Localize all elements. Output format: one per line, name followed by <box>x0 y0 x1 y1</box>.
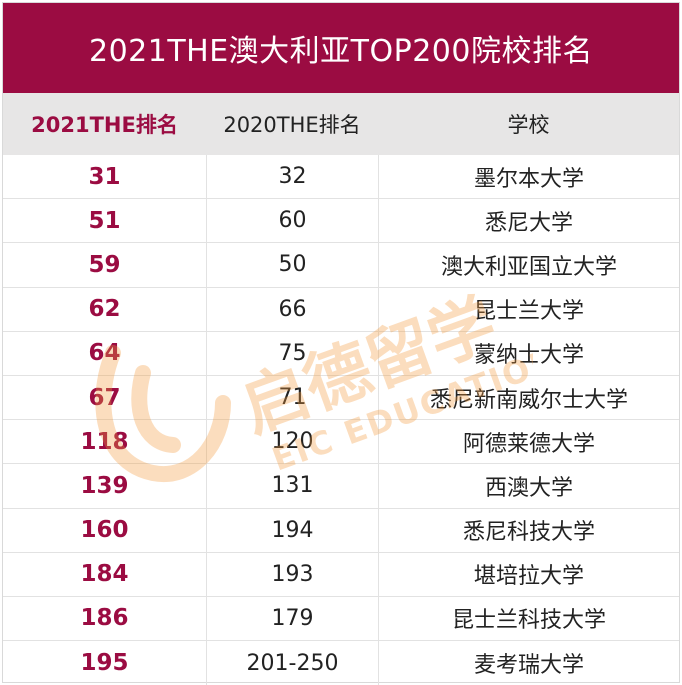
cell-rank-2020: 120 <box>206 420 378 464</box>
cell-school: 澳大利亚国立大学 <box>378 243 679 287</box>
table-row: 184 193 堪培拉大学 <box>3 552 679 597</box>
table-row: 160 194 悉尼科技大学 <box>3 508 679 553</box>
cell-school: 昆士兰科技大学 <box>378 596 679 641</box>
cell-rank-2020: 71 <box>206 375 378 420</box>
cell-rank-2021: 118 <box>80 428 129 455</box>
table-row: 118 120 阿德莱德大学 <box>3 420 679 465</box>
table-body: 31 32 墨尔本大学 51 60 悉尼大学 59 50 澳大利亚国立大学 62… <box>3 155 679 685</box>
cell-rank-2021: 186 <box>80 605 129 632</box>
table-row: 139 131 西澳大学 <box>3 464 679 509</box>
cell-school: 悉尼新南威尔士大学 <box>378 375 679 420</box>
cell-rank-2021: 139 <box>80 472 129 499</box>
cell-school: 西澳大学 <box>378 464 679 508</box>
cell-school: 蒙纳士大学 <box>378 331 679 375</box>
header-school: 学校 <box>507 113 550 137</box>
cell-rank-2020: 66 <box>206 287 378 331</box>
table-row: 195 201-250 麦考瑞大学 <box>3 641 679 685</box>
cell-rank-2020: 32 <box>206 155 378 199</box>
table-row: 64 75 蒙纳士大学 <box>3 331 679 376</box>
cell-rank-2021: 64 <box>88 340 121 367</box>
cell-rank-2021: 67 <box>88 384 121 411</box>
cell-school: 堪培拉大学 <box>378 552 679 596</box>
cell-rank-2021: 51 <box>88 207 121 234</box>
cell-rank-2020: 179 <box>206 596 378 641</box>
cell-school: 悉尼科技大学 <box>378 508 679 552</box>
cell-school: 麦考瑞大学 <box>378 641 679 685</box>
cell-school: 阿德莱德大学 <box>378 420 679 464</box>
cell-rank-2020: 60 <box>206 199 378 243</box>
table-row: 51 60 悉尼大学 <box>3 199 679 244</box>
table-row: 186 179 昆士兰科技大学 <box>3 596 679 642</box>
header-rank-2021: 2021THE排名 <box>31 113 178 137</box>
cell-school: 昆士兰大学 <box>378 287 679 331</box>
cell-rank-2020: 75 <box>206 331 378 375</box>
cell-rank-2021: 59 <box>88 251 121 278</box>
cell-school: 墨尔本大学 <box>378 155 679 199</box>
table-row: 67 71 悉尼新南威尔士大学 <box>3 375 679 421</box>
cell-rank-2020: 201-250 <box>206 641 378 685</box>
table-header-row: 2021THE排名 2020THE排名 学校 <box>3 93 679 155</box>
cell-rank-2021: 184 <box>80 561 129 588</box>
cell-rank-2021: 160 <box>80 517 129 544</box>
cell-rank-2020: 131 <box>206 464 378 508</box>
cell-rank-2020: 50 <box>206 243 378 287</box>
table-row: 62 66 昆士兰大学 <box>3 287 679 332</box>
cell-rank-2021: 31 <box>88 163 121 190</box>
table-title: 2021THE澳大利亚TOP200院校排名 <box>3 3 679 93</box>
cell-rank-2020: 194 <box>206 508 378 552</box>
cell-rank-2021: 62 <box>88 296 121 323</box>
cell-school: 悉尼大学 <box>378 199 679 243</box>
cell-rank-2021: 195 <box>80 650 129 677</box>
table-row: 59 50 澳大利亚国立大学 <box>3 243 679 288</box>
header-rank-2020: 2020THE排名 <box>223 113 361 137</box>
cell-rank-2020: 193 <box>206 552 378 596</box>
table-row: 31 32 墨尔本大学 <box>3 155 679 200</box>
